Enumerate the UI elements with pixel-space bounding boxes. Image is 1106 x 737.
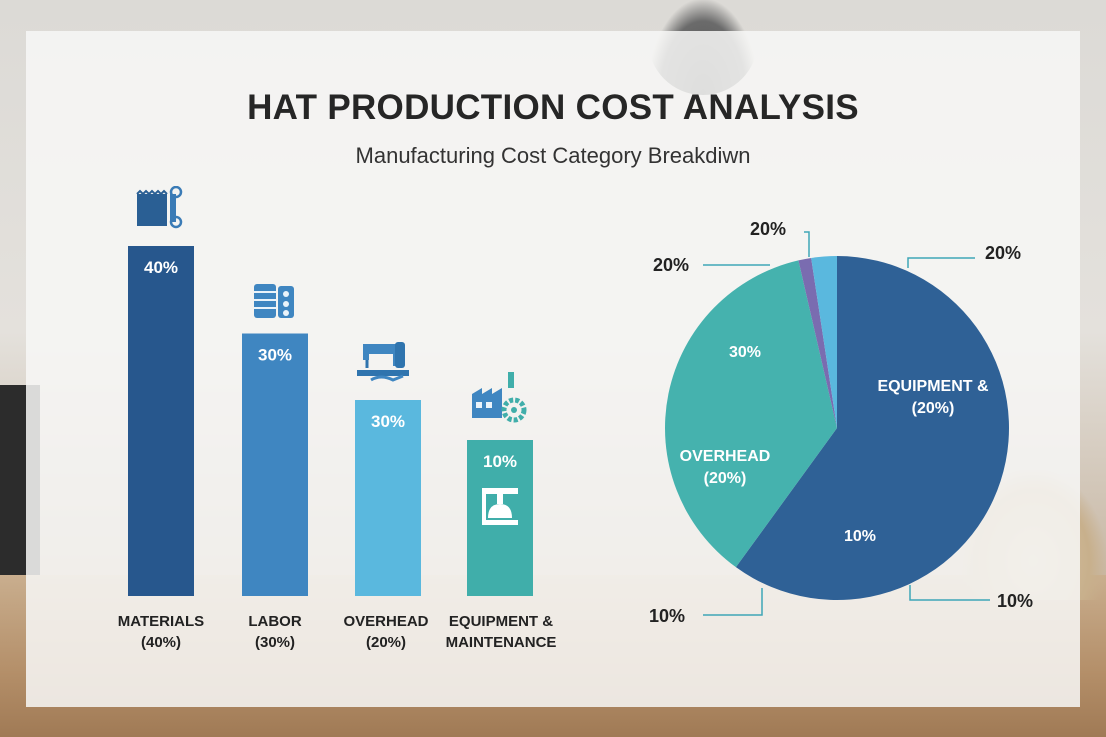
- bar-value-label: 10%: [483, 452, 517, 471]
- pie-outer-label: 20%: [653, 255, 690, 275]
- bar-1: [128, 246, 194, 596]
- pie-outer-label: 20%: [750, 219, 787, 239]
- pie-slice-1: [735, 256, 1009, 600]
- bar-2: [242, 333, 308, 596]
- bar-3: [355, 400, 421, 596]
- pie-inner-label: EQUIPMENT & (20%): [877, 378, 989, 417]
- thread-spools-icon: [254, 284, 294, 318]
- pie-slice-4: [811, 256, 837, 428]
- pie-inner-label: OVERHEAD (20%): [679, 448, 771, 487]
- hat-press-icon: [482, 488, 518, 525]
- pie-inner-label: 10%: [843, 528, 877, 545]
- pie-leader-line: [909, 585, 990, 601]
- pie-outer-label: 10%: [997, 591, 1034, 611]
- chart-subtitle: Manufacturing Cost Category Breakdiwn: [355, 143, 751, 168]
- fabric-swatch-icon: [136, 186, 183, 229]
- bar-value-label: 30%: [258, 346, 292, 365]
- sewing-machine-icon: [357, 342, 409, 382]
- bar-value-label: 30%: [371, 412, 405, 431]
- pie-outer-label: 10%: [649, 606, 686, 626]
- pie-leader-line: [907, 257, 975, 268]
- factory-gear-icon: [472, 372, 527, 423]
- bar-category-label: LABOR (30%): [248, 613, 302, 651]
- pie-leader-line: [804, 231, 810, 257]
- pie-leader-line: [703, 588, 763, 616]
- bar-category-label: MATERIALS (40%): [117, 613, 205, 651]
- pie-slice-3: [798, 257, 837, 428]
- chart-title: HAT PRODUCTION COST ANALYSIS: [247, 88, 859, 127]
- bar-category-label: OVERHEAD (20%): [343, 613, 429, 651]
- bar-category-label: EQUIPMENT & MAINTENANCE: [445, 613, 557, 651]
- pie-inner-label: 30%: [728, 344, 762, 361]
- bar-value-label: 40%: [144, 258, 178, 277]
- pie-slice-2: [664, 260, 837, 568]
- pie-outer-label: 20%: [985, 243, 1022, 263]
